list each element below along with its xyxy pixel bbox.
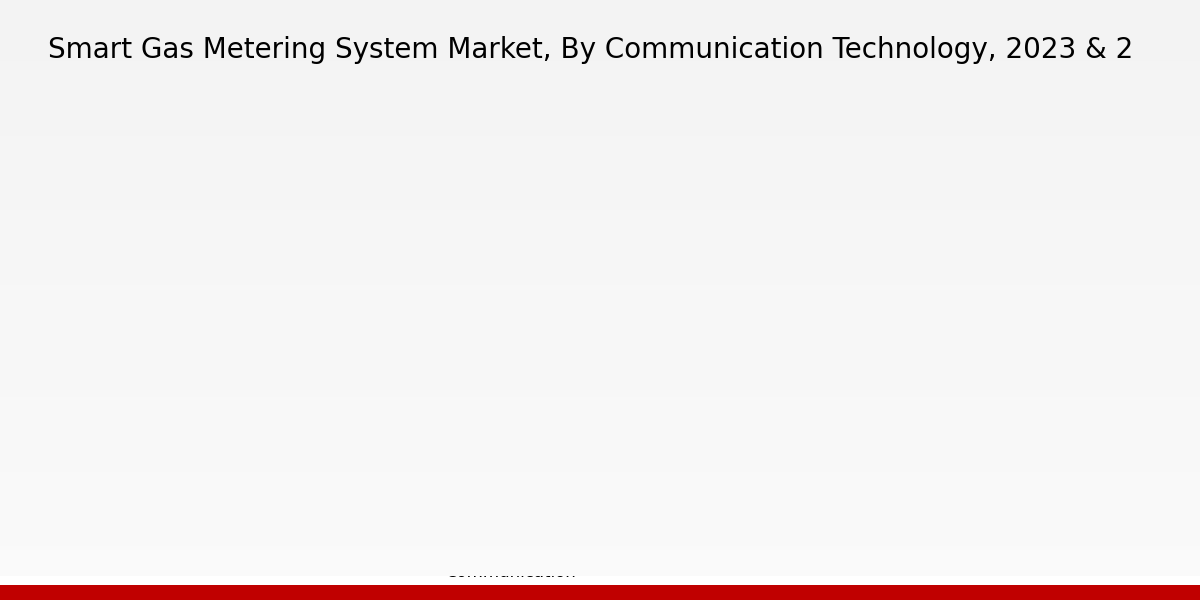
- Legend: 2023, 2032: 2023, 2032: [638, 33, 845, 67]
- Y-axis label: Market Size in USD Billion: Market Size in USD Billion: [79, 223, 97, 437]
- Bar: [179, 376, 259, 486]
- Bar: [510, 397, 590, 486]
- Text: Smart Gas Metering System Market, By Communication Technology, 2023 & 2: Smart Gas Metering System Market, By Com…: [48, 36, 1133, 64]
- Bar: [932, 458, 1013, 486]
- Bar: [259, 318, 340, 486]
- Bar: [762, 219, 842, 486]
- Bar: [1013, 445, 1093, 486]
- Bar: [682, 348, 762, 486]
- Text: 5.56: 5.56: [170, 357, 211, 375]
- Bar: [430, 431, 510, 486]
